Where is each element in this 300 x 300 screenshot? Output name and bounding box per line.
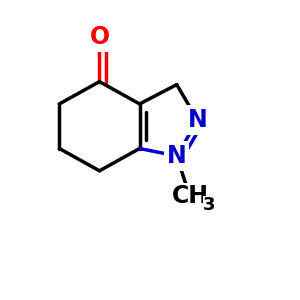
Text: O: O [89,25,110,49]
Text: CH: CH [172,184,208,208]
Text: 3: 3 [203,196,216,214]
Text: N: N [167,144,187,168]
Text: N: N [188,108,207,132]
